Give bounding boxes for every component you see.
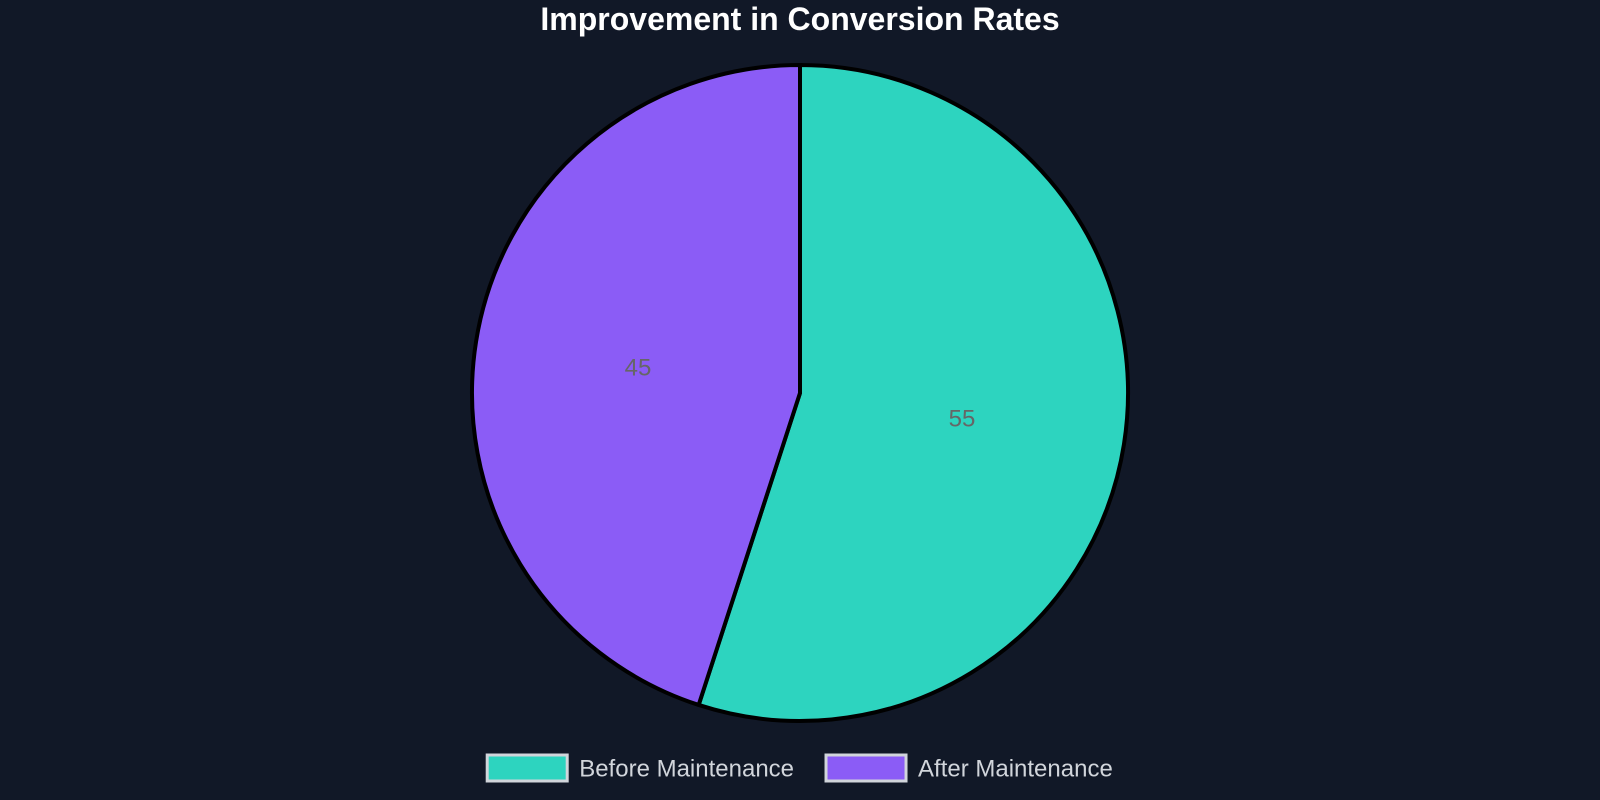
slice-value-label: 55: [949, 406, 976, 433]
pie-slice-before-maintenance[interactable]: [696, 63, 1130, 723]
chart-legend: Before Maintenance After Maintenance: [485, 753, 1113, 783]
pie-slices: [470, 63, 1130, 723]
chart-title: Improvement in Conversion Rates: [540, 1, 1059, 37]
legend-swatch: [485, 753, 569, 783]
legend-item-after-maintenance[interactable]: After Maintenance: [824, 753, 1113, 783]
slice-value-label: 45: [625, 354, 652, 381]
legend-swatch: [824, 753, 908, 783]
legend-label: Before Maintenance: [579, 755, 794, 782]
legend-label: After Maintenance: [918, 755, 1113, 782]
legend-item-before-maintenance[interactable]: Before Maintenance: [485, 753, 794, 783]
pie-slice-after-maintenance[interactable]: [470, 63, 802, 707]
pie-slice-labels: 55 45: [625, 354, 976, 432]
